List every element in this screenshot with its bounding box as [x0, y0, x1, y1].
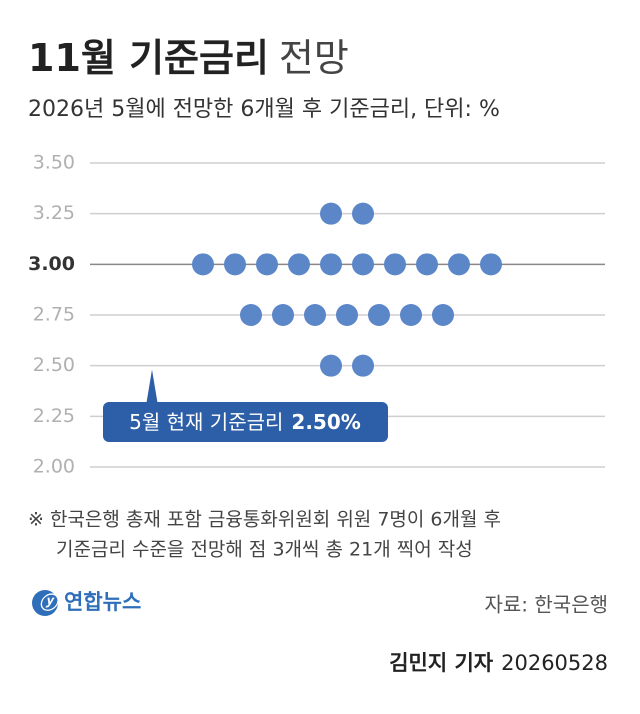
dot: [288, 253, 310, 276]
annotation-pointer: [146, 369, 158, 406]
dot: [320, 202, 342, 225]
logo-glyph: ⓨ: [39, 593, 60, 614]
y-tick-label: 2.00: [33, 456, 75, 478]
date: 20260528: [501, 651, 608, 675]
dot: [352, 202, 374, 225]
byline-name: 김민지 기자: [389, 651, 494, 675]
dot: [352, 253, 374, 276]
logo: ⓨ 연합뉴스: [32, 590, 141, 616]
chart-title: 11월 기준금리 전망: [28, 36, 349, 80]
annotation-value: 2.50%: [291, 410, 360, 434]
dot: [272, 304, 294, 326]
subtitle: 2026년 5월에 전망한 6개월 후 기준금리, 단위: %: [28, 97, 500, 122]
dot: [320, 354, 342, 377]
logo-text: 연합뉴스: [64, 590, 141, 614]
dot: [368, 304, 390, 326]
y-tick-label: 3.00: [28, 253, 75, 275]
y-tick-label: 3.25: [33, 202, 75, 224]
logo-icon: [32, 590, 58, 616]
title-suffix: 전망: [279, 36, 349, 80]
dot: [256, 253, 278, 276]
dot: [192, 253, 214, 276]
annotation-label: 5월 현재 기준금리: [129, 410, 283, 434]
dot: [384, 253, 406, 276]
dot: [352, 354, 374, 377]
annotation-box: [103, 402, 388, 442]
dot: [432, 304, 454, 326]
y-tick-label: 2.25: [33, 405, 75, 427]
y-tick-label: 2.50: [33, 354, 75, 376]
dot: [224, 253, 246, 276]
byline: 김민지 기자 20260528: [389, 651, 608, 675]
dot: [416, 253, 438, 276]
y-tick-label: 3.50: [33, 152, 75, 174]
y-tick-label: 2.75: [33, 304, 75, 326]
dot: [240, 304, 262, 326]
source: 자료: 한국은행: [485, 593, 609, 617]
note-line: ※ 한국은행 총재 포함 금융통화위원회 위원 7명이 6개월 후: [28, 509, 501, 531]
dot: [320, 253, 342, 276]
title-main: 11월 기준금리: [28, 36, 269, 80]
dot: [480, 253, 502, 276]
dot: [400, 304, 422, 326]
dot: [304, 304, 326, 326]
note-line: 기준금리 수준을 전망해 점 3개씩 총 21개 찍어 작성: [56, 539, 473, 561]
annotation-text: 5월 현재 기준금리 2.50%: [129, 410, 361, 434]
dot: [336, 304, 358, 326]
dot: [448, 253, 470, 276]
